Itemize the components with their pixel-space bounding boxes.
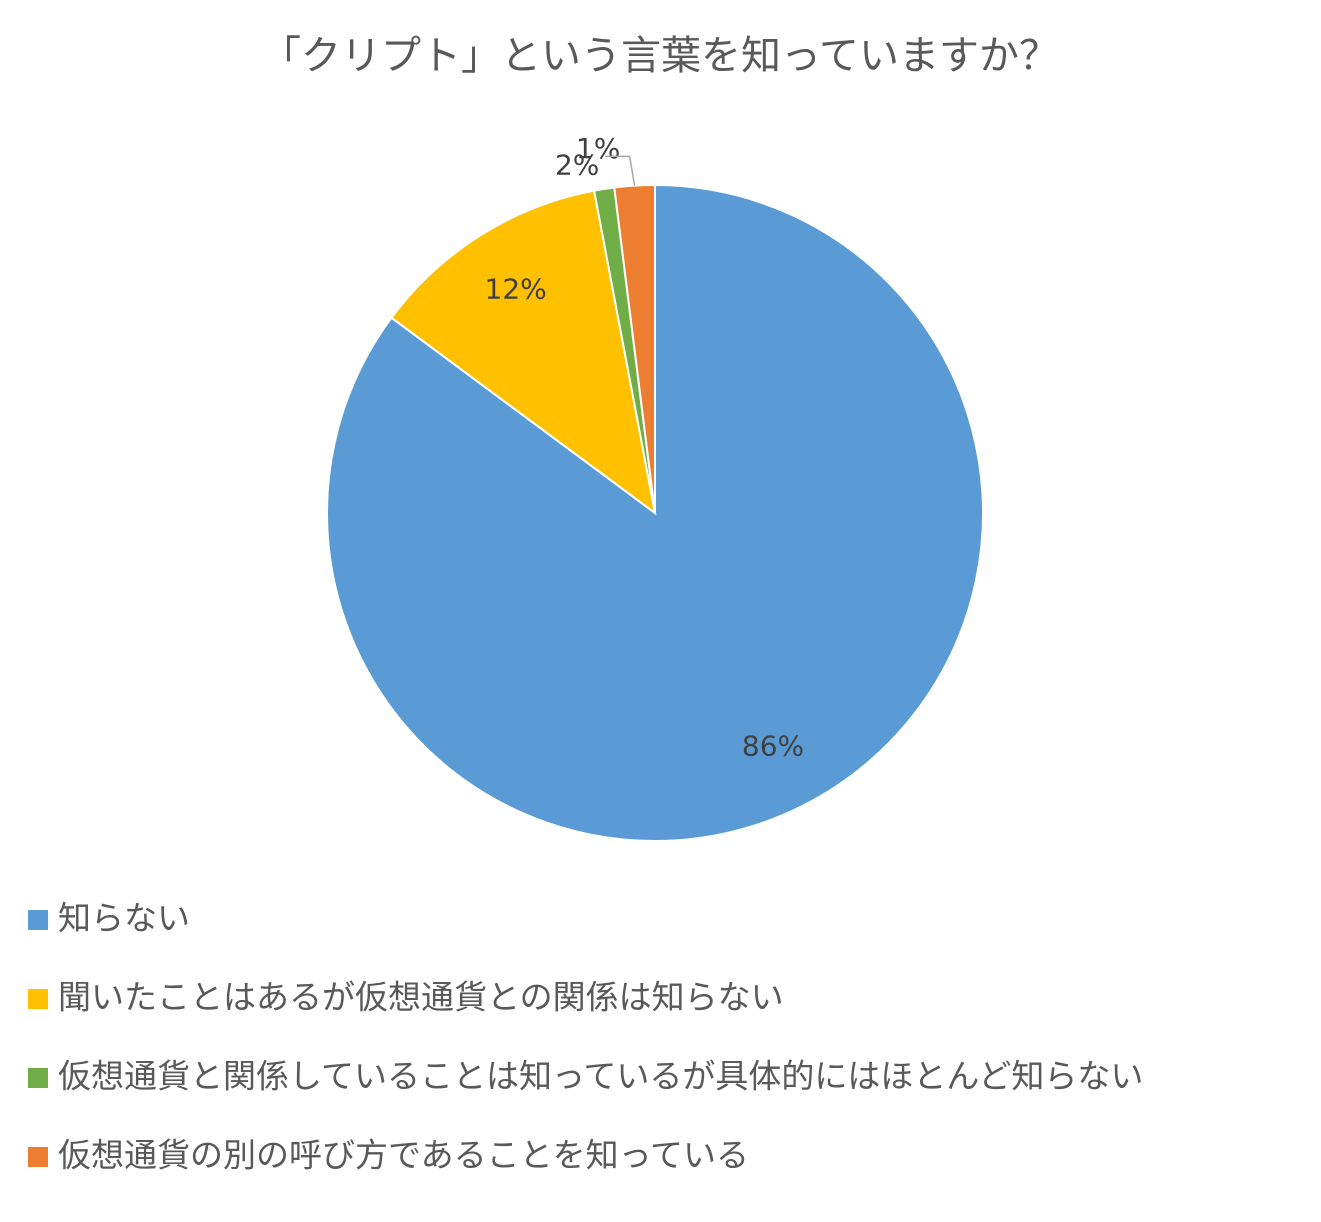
legend-swatch bbox=[28, 1147, 48, 1167]
legend-swatch bbox=[28, 910, 48, 930]
data-label: 12% bbox=[485, 273, 547, 306]
data-label: 1% bbox=[576, 132, 620, 165]
leader-line bbox=[605, 155, 636, 186]
legend-label: 聞いたことはあるが仮想通貨との関係は知らない bbox=[58, 978, 784, 1017]
pie-slice bbox=[390, 189, 657, 516]
legend-swatch bbox=[28, 989, 48, 1009]
legend-label: 仮想通貨の別の呼び方であることを知っている bbox=[58, 1136, 749, 1175]
data-label: 86% bbox=[742, 729, 804, 762]
legend-label: 仮想通貨と関係していることは知っているが具体的にはほとんど知らない bbox=[58, 1057, 1143, 1096]
chart-title: 「クリプト」という言葉を知っていますか？ bbox=[261, 33, 1059, 79]
legend-label: 知らない bbox=[58, 899, 190, 938]
legend-swatch bbox=[28, 1068, 48, 1088]
data-label: 2% bbox=[555, 148, 599, 181]
